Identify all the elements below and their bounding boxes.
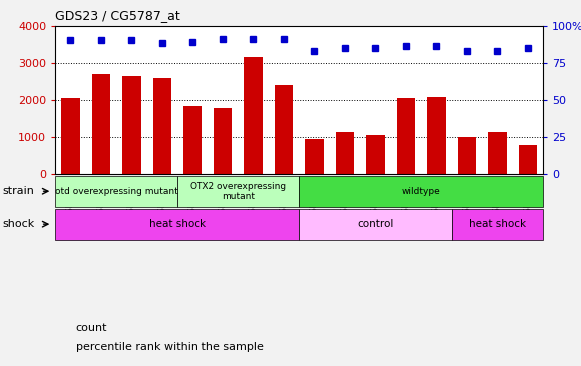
Bar [367,135,385,174]
Text: heat shock: heat shock [149,219,206,229]
Text: shock: shock [3,219,35,229]
Bar [519,145,537,174]
Bar [299,176,543,207]
Text: otd overexpressing mutant: otd overexpressing mutant [55,187,178,196]
Bar [55,209,299,240]
Bar [245,57,263,174]
Bar [184,107,202,174]
Text: wildtype: wildtype [402,187,440,196]
Bar [55,176,177,207]
Bar [299,209,452,240]
Bar [306,139,324,174]
Text: control: control [357,219,394,229]
Text: heat shock: heat shock [469,219,526,229]
Bar [92,74,110,174]
Text: GDS23 / CG5787_at: GDS23 / CG5787_at [55,9,180,22]
Bar [452,209,543,240]
Bar [397,98,415,174]
Text: count: count [76,323,107,333]
Bar [488,132,507,174]
Bar [177,176,299,207]
Bar [122,76,141,174]
Bar [336,132,354,174]
Bar [214,108,232,174]
Text: strain: strain [3,186,35,196]
Bar [62,98,80,174]
Bar [458,137,476,174]
Bar [428,97,446,174]
Text: OTX2 overexpressing
mutant: OTX2 overexpressing mutant [190,182,286,201]
Bar [275,85,293,174]
Bar [153,78,171,174]
Text: percentile rank within the sample: percentile rank within the sample [76,342,263,352]
